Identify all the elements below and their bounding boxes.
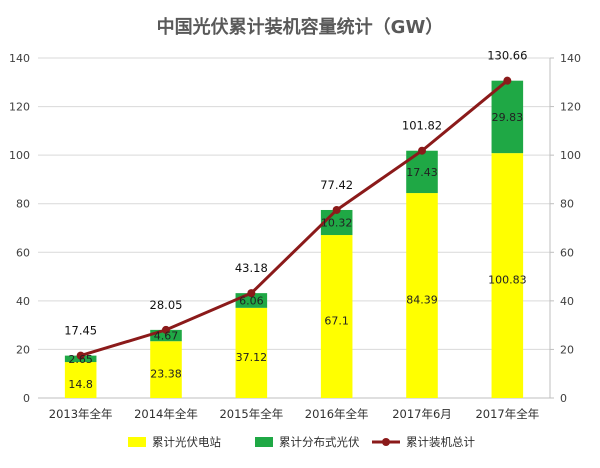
total-line bbox=[76, 76, 512, 360]
legend-marker bbox=[382, 438, 390, 446]
data-label: 2.65 bbox=[68, 353, 93, 366]
total-label: 130.66 bbox=[487, 49, 527, 63]
bar-distributed bbox=[491, 80, 524, 154]
axes: 0 20 40 60 80 100 120 140 0 20 40 60 80 100 120 140 2013… bbox=[9, 52, 581, 421]
bar-station bbox=[235, 307, 268, 398]
grid bbox=[38, 57, 550, 399]
line-point bbox=[247, 289, 256, 298]
y-tick-label: 100 bbox=[9, 149, 30, 162]
x-tick-label: 2014年全年 bbox=[134, 407, 198, 421]
y2-tick-label: 120 bbox=[560, 101, 581, 114]
y2-tick-label: 0 bbox=[560, 392, 567, 405]
x-tick-label: 2017年全年 bbox=[475, 407, 539, 421]
total-label: 101.82 bbox=[402, 119, 442, 133]
x-tick-label: 2015年全年 bbox=[219, 407, 283, 421]
legend: 累计光伏电站 累计分布式光伏 累计装机总计 bbox=[128, 435, 475, 449]
bar-station bbox=[406, 193, 438, 398]
y-tick-label: 20 bbox=[16, 343, 30, 356]
y-tick-label: 60 bbox=[16, 246, 30, 259]
bar-distributed bbox=[320, 209, 353, 236]
legend-swatch bbox=[128, 437, 146, 447]
data-label: 14.8 bbox=[68, 378, 93, 391]
data-label: 23.38 bbox=[150, 368, 182, 381]
y-tick-label: 120 bbox=[9, 101, 30, 114]
legend-label: 累计光伏电站 bbox=[152, 435, 221, 449]
y2-tick-label: 20 bbox=[560, 343, 574, 356]
data-label: 10.32 bbox=[321, 217, 353, 230]
line-point bbox=[332, 205, 341, 214]
total-label: 43.18 bbox=[235, 261, 268, 275]
bar-station bbox=[64, 362, 97, 398]
data-label: 17.43 bbox=[406, 166, 438, 179]
data-labels: 14.8 2.65 23.38 4.67 37.12 6.06 67.1 10.32 84.39… bbox=[64, 49, 527, 391]
total-label: 77.42 bbox=[320, 178, 353, 192]
y2-tick-label: 40 bbox=[560, 295, 574, 308]
data-label: 67.1 bbox=[324, 315, 349, 328]
total-label: 17.45 bbox=[64, 324, 97, 338]
data-label: 100.83 bbox=[488, 274, 527, 287]
data-label: 4.67 bbox=[154, 330, 179, 343]
bars bbox=[64, 80, 524, 398]
line-point bbox=[162, 325, 170, 334]
y-tick-label: 40 bbox=[16, 295, 30, 308]
line-point bbox=[76, 351, 85, 360]
y2-tick-label: 80 bbox=[560, 198, 574, 211]
bar-station bbox=[150, 341, 182, 398]
x-tick-label: 2016年全年 bbox=[305, 407, 369, 421]
bar-distributed bbox=[150, 329, 182, 342]
legend-label: 累计分布式光伏 bbox=[279, 435, 360, 449]
y-tick-label: 80 bbox=[16, 198, 30, 211]
bar-station bbox=[491, 153, 524, 398]
chart-title: 中国光伏累计装机容量统计（GW） bbox=[157, 16, 444, 38]
legend-swatch bbox=[255, 437, 273, 447]
total-label: 28.05 bbox=[150, 298, 183, 312]
data-label: 29.83 bbox=[492, 111, 524, 124]
x-tick-label: 2013年全年 bbox=[49, 407, 113, 421]
x-tick-label: 2017年6月 bbox=[392, 407, 452, 421]
y2-tick-label: 140 bbox=[560, 52, 581, 65]
line-point bbox=[503, 76, 512, 85]
data-label: 6.06 bbox=[239, 294, 264, 307]
line-total bbox=[80, 79, 509, 358]
line-point bbox=[418, 146, 426, 155]
legend-label: 累计装机总计 bbox=[406, 435, 475, 449]
data-label: 84.39 bbox=[406, 294, 438, 307]
data-label: 37.12 bbox=[236, 351, 268, 364]
y2-tick-label: 100 bbox=[560, 149, 581, 162]
y-tick-label: 0 bbox=[23, 392, 30, 405]
y2-tick-label: 60 bbox=[560, 246, 574, 259]
y-tick-label: 140 bbox=[9, 52, 30, 65]
bar-station bbox=[320, 235, 353, 398]
